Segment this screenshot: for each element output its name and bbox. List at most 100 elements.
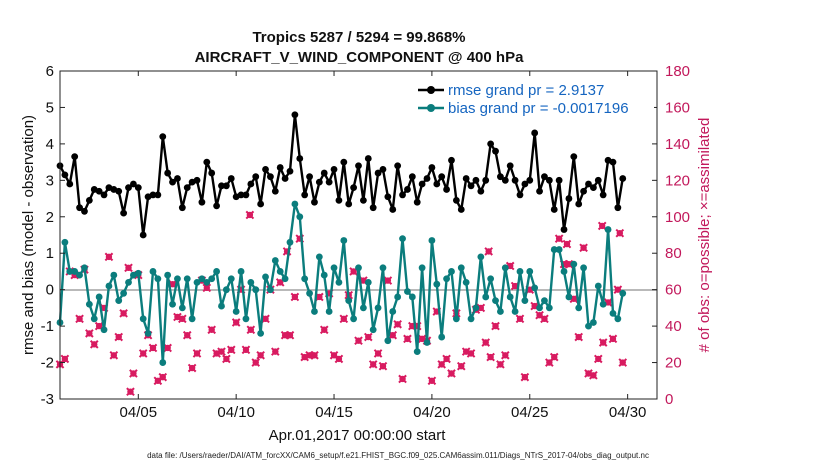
- bias-point: [105, 282, 113, 290]
- obs-assimilated-marker: [339, 314, 349, 324]
- rmse-point: [247, 180, 255, 188]
- obs-assimilated-marker: [271, 347, 280, 356]
- obs-assimilated-marker: [251, 358, 261, 367]
- chart-title-line2: AIRCRAFT_V_WIND_COMPONENT @ 400 hPa: [195, 49, 525, 66]
- rmse-point: [208, 169, 216, 177]
- rmse-point: [335, 196, 343, 204]
- obs-assimilated-marker: [290, 292, 300, 302]
- bias-point: [482, 293, 490, 301]
- rmse-point: [467, 182, 475, 190]
- obs-assimilated-marker: [593, 354, 603, 364]
- bias-point: [149, 268, 157, 275]
- bias-point: [594, 282, 602, 290]
- rmse-point: [340, 158, 348, 166]
- bias-point: [575, 304, 583, 312]
- rmse-point: [413, 198, 421, 206]
- right-tick-label: 120: [665, 172, 690, 189]
- rmse-point: [291, 111, 299, 119]
- obs-outlier-cross: [484, 247, 493, 256]
- rmse-point: [227, 175, 235, 182]
- bias-point: [76, 271, 83, 279]
- obs-assimilated-marker: [310, 350, 319, 360]
- bias-point: [516, 268, 524, 275]
- left-tick-label: 1: [46, 245, 54, 262]
- rmse-point: [589, 184, 597, 192]
- obs-assimilated-marker: [481, 338, 491, 347]
- rmse-point: [222, 182, 230, 190]
- rmse-point: [276, 164, 284, 171]
- rmse-point: [71, 153, 79, 161]
- bias-point: [252, 286, 260, 294]
- rmse-point: [614, 204, 622, 212]
- obs-assimilated-marker: [222, 354, 231, 364]
- rmse-point: [213, 202, 220, 210]
- right-tick-label: 160: [665, 99, 690, 116]
- bias-point: [541, 297, 548, 304]
- obs-assimilated-marker: [393, 319, 402, 329]
- rmse-point: [438, 173, 446, 181]
- bias-point: [443, 275, 450, 283]
- obs-assimilated-marker: [192, 349, 202, 358]
- rmse-point: [203, 158, 211, 166]
- bias-point: [531, 284, 539, 292]
- right-tick-label: 60: [665, 282, 682, 299]
- rmse-point: [345, 200, 353, 208]
- bias-point: [560, 268, 568, 275]
- rmse-point: [379, 166, 387, 173]
- rmse-point: [301, 191, 309, 199]
- bias-point: [208, 275, 216, 283]
- right-y-axis-label: # of obs: o=possible; ×=assimilated: [696, 118, 713, 353]
- rmse-point: [565, 195, 573, 202]
- obs-assimilated-marker: [354, 336, 363, 345]
- bias-point: [394, 293, 402, 301]
- bias-point: [227, 275, 235, 283]
- legend-rmse-label: rmse grand pr = 2.9137: [448, 82, 604, 99]
- bias-point: [545, 304, 553, 312]
- x-tick-label: 04/10: [217, 404, 255, 421]
- bias-point: [492, 297, 499, 304]
- obs-assimilated-marker: [373, 349, 383, 358]
- left-y-axis: -3 -2 -1 0 1 2 3 4 5 6: [41, 63, 65, 408]
- bias-point: [452, 315, 460, 323]
- bias-point: [345, 297, 353, 304]
- bias-point: [438, 333, 446, 341]
- bias-point: [115, 297, 123, 304]
- obs-assimilated-marker: [540, 314, 549, 324]
- rmse-point: [404, 186, 411, 193]
- obs-assimilated-marker: [119, 309, 128, 318]
- obs-assimilated-marker: [187, 363, 197, 373]
- legend-box: [414, 80, 654, 118]
- rmse-point: [364, 155, 372, 162]
- bias-point: [589, 319, 597, 326]
- bias-point: [604, 226, 612, 233]
- rmse-point: [61, 171, 69, 179]
- rmse-point: [252, 173, 260, 181]
- bias-point: [511, 308, 519, 315]
- obs-assimilated-marker: [442, 354, 451, 364]
- rmse-point: [536, 187, 543, 195]
- bias-point: [364, 278, 372, 286]
- bias-point: [423, 339, 431, 346]
- rmse-point: [511, 176, 519, 184]
- rmse-point: [594, 176, 602, 184]
- rmse-point: [389, 206, 397, 213]
- rmse-point: [452, 196, 460, 204]
- rmse-point: [120, 209, 128, 217]
- rmse-point: [477, 187, 485, 195]
- bias-point: [448, 268, 455, 275]
- rmse-point: [369, 204, 377, 212]
- obs-assimilated-marker: [378, 361, 388, 371]
- bias-point: [477, 253, 485, 261]
- rmse-point: [198, 198, 206, 206]
- obs-assimilated-marker: [427, 376, 437, 386]
- rmse-point: [85, 196, 93, 204]
- left-tick-label: -2: [41, 355, 54, 372]
- left-tick-label: 2: [46, 209, 54, 226]
- obs-outlier-cross: [615, 228, 625, 238]
- rmse-point: [164, 169, 172, 177]
- obs-assimilated-marker: [138, 349, 148, 358]
- rmse-point: [359, 196, 367, 204]
- bias-point: [267, 286, 274, 294]
- bias-point: [110, 271, 118, 279]
- obs-assimilated-marker: [178, 314, 187, 324]
